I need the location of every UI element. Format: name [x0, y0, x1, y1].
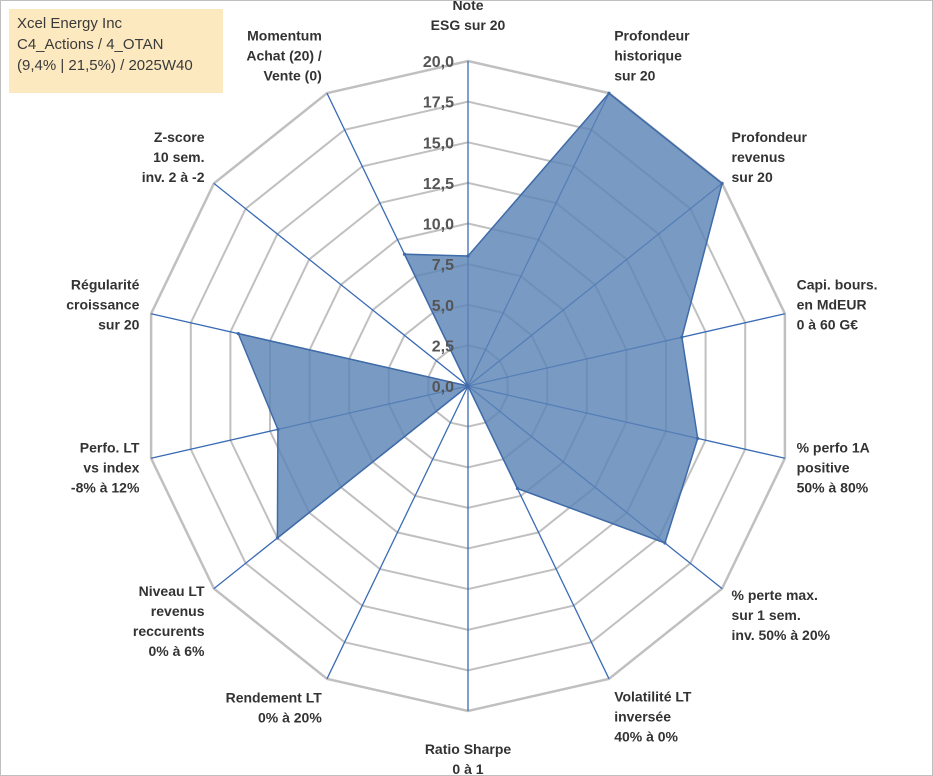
tick-label: 15,0 — [423, 135, 454, 152]
data-point — [466, 384, 470, 388]
tick-label: 12,5 — [423, 176, 454, 193]
axis-label: Perfo. LT vs index -8% à 12% — [71, 440, 140, 496]
data-point — [696, 436, 700, 440]
axis-label: Profondeur revenus sur 20 — [732, 129, 808, 185]
info-category: C4_Actions / 4_OTAN — [17, 36, 164, 53]
axis-label: Volatilité LT inversée 40% à 0% — [614, 689, 692, 745]
data-point — [236, 332, 240, 336]
axis-label: Momentum Achat (20) / Vente (0) — [246, 27, 322, 83]
axis-label: % perte max. sur 1 sem. inv. 50% à 20% — [732, 587, 831, 643]
data-point — [275, 536, 279, 540]
tick-layer: 0,0 2,5 5,0 7,5 10,0 12,5 15,0 17,5 20,0 — [423, 54, 454, 396]
data-point — [466, 254, 470, 258]
axis-label: % perfo 1A positive 50% à 80% — [797, 440, 870, 496]
axis-label: Ratio Sharpe 0 à 1 — [425, 741, 512, 775]
axis-label: Régularité croissance sur 20 — [66, 276, 139, 332]
data-point — [276, 427, 280, 431]
tick-label: 2,5 — [432, 338, 454, 355]
axis-label: Z-score 10 sem. inv. 2 à -2 — [142, 129, 205, 185]
tick-label: 5,0 — [432, 298, 454, 315]
axis-spoke — [326, 385, 469, 680]
data-point — [607, 91, 611, 95]
label-layer: Note ESG sur 20 Profondeur historique sur 20… — [66, 1, 877, 775]
tick-label: 20,0 — [423, 54, 454, 71]
axis-label: Capi. bours. en MdEUR 0 à 60 G€ — [797, 276, 878, 332]
data-series-area — [237, 92, 723, 544]
data-point — [402, 252, 407, 256]
axis-label: Rendement LT 0% à 20% — [226, 690, 323, 726]
data-point — [720, 181, 724, 185]
data-point — [680, 335, 684, 339]
info-period: (9,4% | 21,5%) / 2025W40 — [17, 57, 193, 74]
series-layer — [236, 91, 724, 545]
tick-label: 17,5 — [423, 95, 454, 112]
info-box: Xcel Energy Inc C4_Actions / 4_OTAN (9,4… — [9, 9, 223, 93]
tick-label: 0,0 — [432, 379, 454, 396]
data-point — [663, 541, 667, 545]
axis-label: Profondeur historique sur 20 — [614, 27, 690, 83]
tick-label: 10,0 — [423, 217, 454, 234]
axis-label: Note ESG sur 20 — [431, 1, 506, 33]
info-company: Xcel Energy Inc — [17, 15, 123, 32]
axis-spoke — [213, 182, 469, 387]
tick-label: 7,5 — [432, 257, 454, 274]
axis-label: Niveau LT revenus reccurents 0% à 6% — [133, 583, 205, 659]
data-point — [515, 486, 520, 491]
